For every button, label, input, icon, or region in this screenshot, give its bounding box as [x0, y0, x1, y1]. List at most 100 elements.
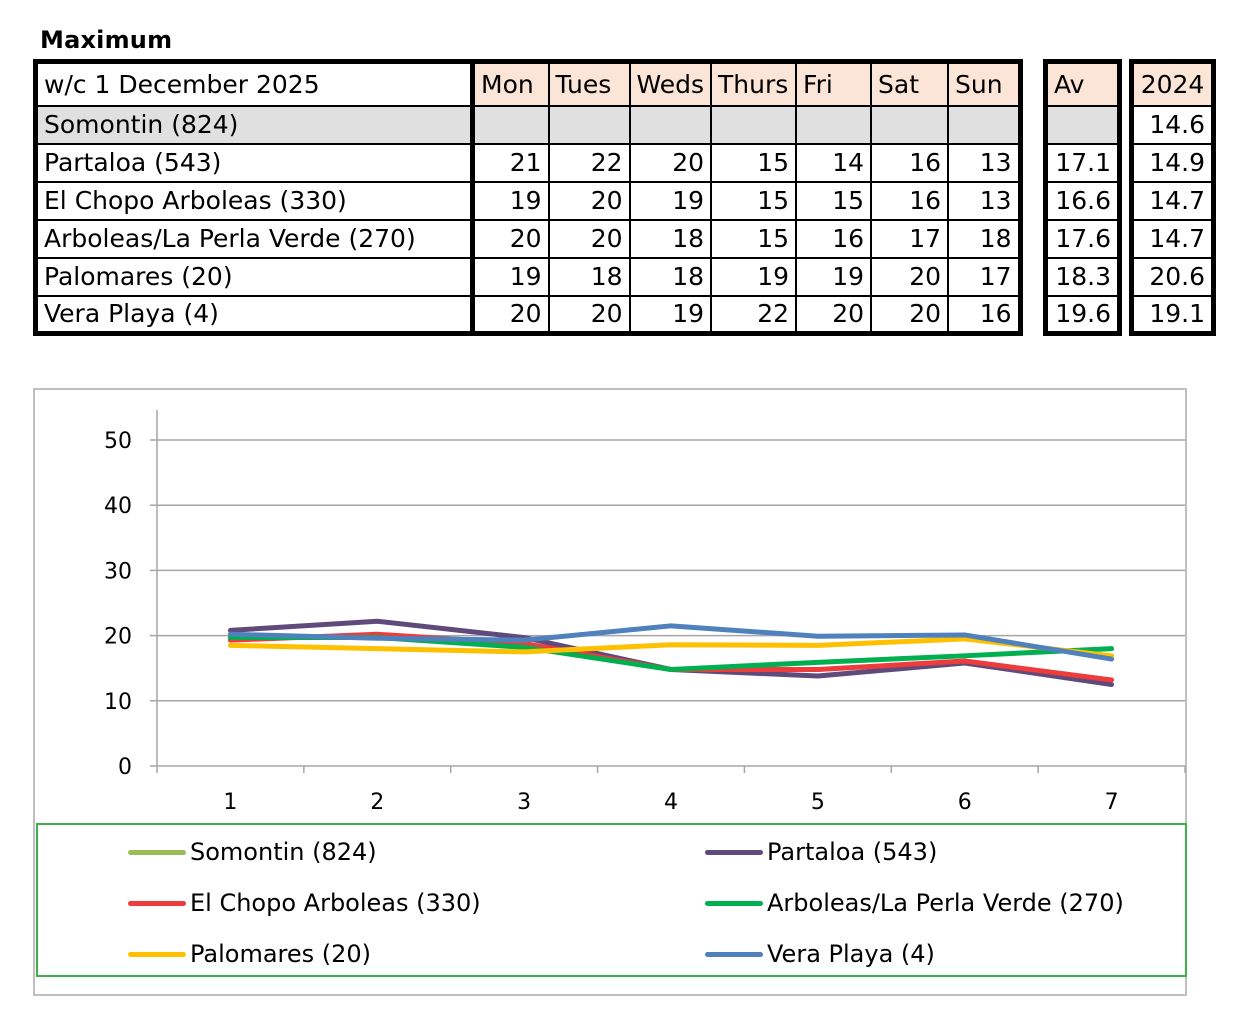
- prev-year-table: 2024 14.6 14.9 14.7 14.7 20.6 19.1: [1129, 59, 1216, 336]
- station-name: El Chopo Arboleas (330): [34, 180, 474, 221]
- day-value: 20: [470, 294, 550, 335]
- day-value: [470, 104, 550, 145]
- prev-year-value: 14.7: [1130, 180, 1215, 221]
- day-value: [710, 104, 798, 145]
- legend-item: El Chopo Arboleas (330): [128, 888, 481, 918]
- day-value: 16: [795, 218, 873, 259]
- day-value: 15: [710, 142, 798, 183]
- day-value: 19: [470, 256, 550, 297]
- av-value: 18.3: [1044, 256, 1121, 297]
- y-tick-label: 40: [104, 494, 132, 519]
- day-value: 14: [795, 142, 873, 183]
- x-tick-label: 7: [1105, 790, 1119, 815]
- prev-year-header: 2024: [1130, 60, 1215, 107]
- day-value: 19: [628, 180, 713, 221]
- day-value: 18: [628, 218, 713, 259]
- day-value: [870, 104, 950, 145]
- x-tick-label: 3: [517, 790, 531, 815]
- day-header-weds: Weds: [628, 60, 713, 107]
- legend-label: Vera Playa (4): [767, 940, 935, 968]
- legend-swatch: [705, 849, 763, 855]
- prev-year-value: 14.7: [1130, 218, 1215, 259]
- day-value: 21: [470, 142, 550, 183]
- day-value: 16: [870, 142, 950, 183]
- day-value: 20: [547, 294, 631, 335]
- legend-swatch: [128, 849, 186, 855]
- y-tick-label: 50: [104, 429, 132, 454]
- legend-swatch: [128, 951, 186, 957]
- table-row: El Chopo Arboleas (330) 19 20 19 15 15 1…: [34, 180, 1022, 221]
- day-header-thurs: Thurs: [710, 60, 798, 107]
- legend-label: Partaloa (543): [767, 838, 938, 866]
- station-name: Partaloa (543): [34, 142, 474, 183]
- x-tick-label: 2: [370, 790, 384, 815]
- day-value: 19: [470, 180, 550, 221]
- day-value: 22: [547, 142, 631, 183]
- day-value: [547, 104, 631, 145]
- prev-year-value: 20.6: [1130, 256, 1215, 297]
- temperature-table: w/c 1 December 2025 Mon Tues Weds Thurs …: [33, 59, 1023, 336]
- day-value: 20: [628, 142, 713, 183]
- legend-item: Vera Playa (4): [705, 939, 935, 969]
- day-value: 15: [795, 180, 873, 221]
- day-header-mon: Mon: [470, 60, 550, 107]
- series-line: [227, 623, 1115, 662]
- y-tick-label: 30: [104, 559, 132, 584]
- week-label: w/c 1 December 2025: [34, 60, 474, 107]
- day-value: 16: [947, 294, 1022, 335]
- day-value: 20: [795, 294, 873, 335]
- day-value: 15: [710, 180, 798, 221]
- day-value: [628, 104, 713, 145]
- y-tick-label: 20: [104, 625, 132, 650]
- chart-area: [33, 388, 1187, 996]
- table-row: Vera Playa (4) 20 20 19 22 20 20 16: [34, 294, 1022, 335]
- day-value: 16: [870, 180, 950, 221]
- day-value: 19: [710, 256, 798, 297]
- table-row: Partaloa (543) 21 22 20 15 14 16 13: [34, 142, 1022, 183]
- table-header-row: w/c 1 December 2025 Mon Tues Weds Thurs …: [34, 60, 1022, 107]
- legend-label: Palomares (20): [190, 940, 372, 968]
- x-tick-label: 1: [223, 790, 237, 815]
- table-row: Palomares (20) 19 18 18 19 19 20 17: [34, 256, 1022, 297]
- day-value: 17: [870, 218, 950, 259]
- station-name: Arboleas/La Perla Verde (270): [34, 218, 474, 259]
- y-tick-label: 10: [104, 690, 132, 715]
- average-table: Av 17.1 16.6 17.6 18.3 19.6: [1043, 59, 1122, 336]
- chart-legend: Somontin (824) Partaloa (543) El Chopo A…: [36, 823, 1187, 977]
- legend-item: Palomares (20): [128, 939, 371, 969]
- prev-year-value: 19.1: [1130, 294, 1215, 335]
- legend-label: Arboleas/La Perla Verde (270): [767, 889, 1124, 917]
- legend-label: Somontin (824): [190, 838, 377, 866]
- day-value: 13: [947, 180, 1022, 221]
- x-tick-label: 6: [958, 790, 972, 815]
- legend-label: El Chopo Arboleas (330): [190, 889, 481, 917]
- station-name: Palomares (20): [34, 256, 474, 297]
- legend-swatch: [705, 951, 763, 957]
- day-value: 20: [870, 256, 950, 297]
- day-header-sat: Sat: [870, 60, 950, 107]
- prev-year-value: 14.6: [1130, 104, 1215, 145]
- day-value: [947, 104, 1022, 145]
- av-value: 17.1: [1044, 142, 1121, 183]
- day-value: 20: [470, 218, 550, 259]
- y-tick-label: 0: [118, 755, 132, 780]
- day-value: 22: [710, 294, 798, 335]
- av-value: 19.6: [1044, 294, 1121, 335]
- av-value: 17.6: [1044, 218, 1121, 259]
- day-header-sun: Sun: [947, 60, 1022, 107]
- chart-heading: Maximum: [40, 26, 173, 54]
- day-value: 20: [870, 294, 950, 335]
- day-value: 18: [947, 218, 1022, 259]
- table-row: Arboleas/La Perla Verde (270) 20 20 18 1…: [34, 218, 1022, 259]
- av-header: Av: [1044, 60, 1121, 107]
- day-value: 13: [947, 142, 1022, 183]
- station-name: Somontin (824): [34, 104, 474, 145]
- day-value: 19: [795, 256, 873, 297]
- table-row: Somontin (824): [34, 104, 1022, 145]
- x-tick-label: 4: [664, 790, 678, 815]
- prev-year-value: 14.9: [1130, 142, 1215, 183]
- day-value: 18: [628, 256, 713, 297]
- legend-item: Arboleas/La Perla Verde (270): [705, 888, 1124, 918]
- day-value: [795, 104, 873, 145]
